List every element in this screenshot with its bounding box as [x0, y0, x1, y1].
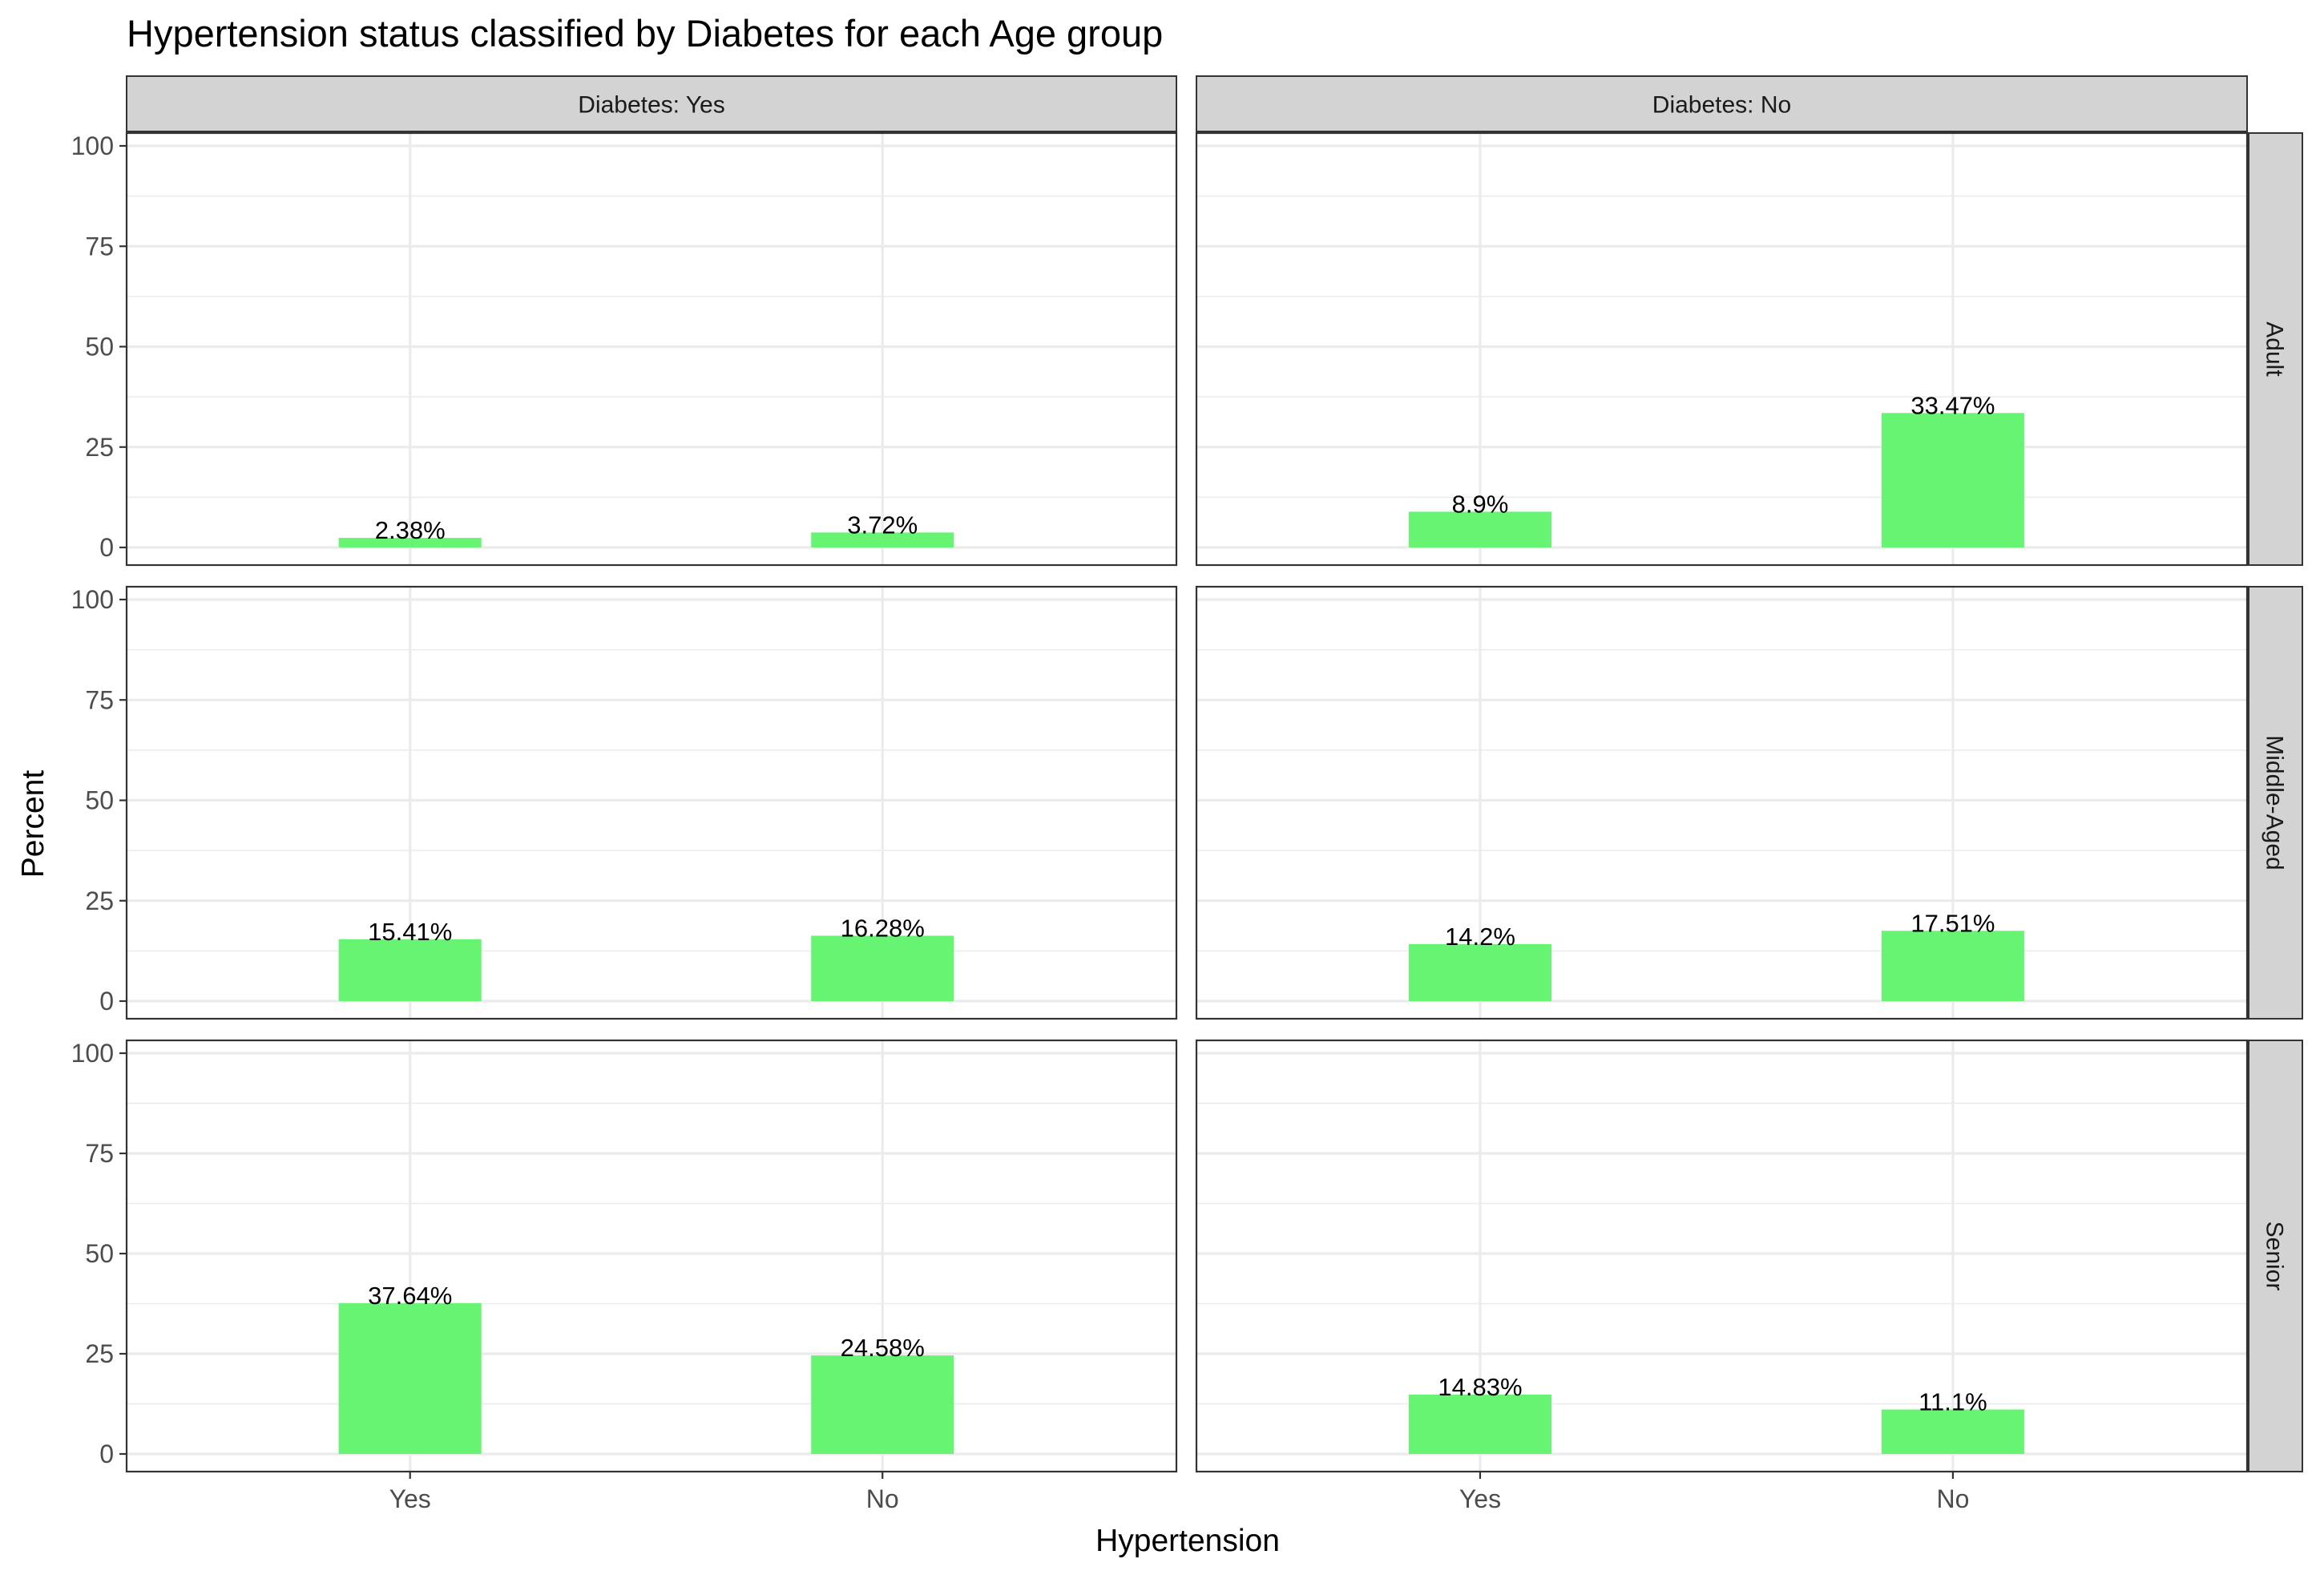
- y-tick-label: 100: [71, 131, 114, 160]
- y-tick-label: 50: [85, 1239, 114, 1268]
- facet-panel: 2.38% 3.72%: [125, 131, 1178, 567]
- facet-strip-background: [2248, 586, 2303, 1020]
- y-tick-label: 75: [85, 232, 114, 260]
- y-tick-label: 0: [99, 533, 114, 562]
- facet-strip-label: Senior: [2261, 1222, 2288, 1291]
- facet-strip-label: Diabetes: No: [1652, 92, 1791, 119]
- panel-border: [125, 1039, 1178, 1473]
- facet-panel: 15.41% 16.28%: [125, 585, 1178, 1020]
- panel-border: [1195, 585, 2249, 1020]
- data-label: 24.58%: [841, 1334, 925, 1362]
- y-tick-label: 75: [85, 685, 114, 714]
- facet-strip-background: [1196, 75, 2248, 132]
- facet-panel: 8.9% 33.47%: [1195, 131, 2249, 567]
- facet-panel: 14.2% 17.51%: [1195, 585, 2249, 1020]
- data-label: 16.28%: [841, 914, 925, 942]
- data-label: 11.1%: [1919, 1388, 1987, 1416]
- data-label: 17.51%: [1910, 909, 1995, 937]
- data-label: 2.38%: [375, 516, 446, 544]
- panel-border: [1195, 131, 2249, 567]
- y-tick-label: 0: [99, 987, 114, 1016]
- data-label: 14.2%: [1445, 923, 1515, 951]
- facet-strip-background: [126, 75, 1177, 132]
- facet-strip-row: Adult: [2248, 132, 2303, 566]
- y-tick-label: 50: [85, 786, 114, 815]
- facet-strip-row: Senior: [2248, 1040, 2303, 1472]
- data-label: 37.64%: [368, 1282, 452, 1310]
- data-label: 33.47%: [1910, 391, 1995, 419]
- panel-background: [1196, 587, 2247, 1019]
- y-tick-label: 25: [85, 1339, 114, 1368]
- panel-background: [127, 133, 1176, 565]
- y-tick-label: 25: [85, 886, 114, 915]
- chart-title: Hypertension status classified by Diabet…: [127, 12, 1163, 55]
- facet-strip-background: [2248, 1040, 2303, 1472]
- bar: [338, 538, 482, 547]
- y-tick-label: 50: [85, 333, 114, 361]
- facet-panel: 14.83% 11.1%: [1195, 1039, 2249, 1473]
- data-label: 15.41%: [368, 918, 452, 946]
- bar: [1881, 1409, 2024, 1454]
- bar: [1881, 413, 2024, 547]
- facet-strip-column: Diabetes: Yes: [126, 75, 1177, 132]
- panel-background: [1196, 1040, 2247, 1472]
- x-tick-label: No: [866, 1484, 899, 1513]
- x-tick-label: Yes: [389, 1484, 431, 1513]
- x-axis-title: Hypertension: [1095, 1524, 1280, 1558]
- facet-strip-column: Diabetes: No: [1196, 75, 2248, 132]
- panel-background: [127, 587, 1176, 1019]
- facet-strip-background: [2248, 132, 2303, 566]
- bar: [811, 532, 954, 547]
- x-tick-label: No: [1936, 1484, 1969, 1513]
- facet-strip-label: Diabetes: Yes: [578, 92, 724, 119]
- data-label: 8.9%: [1452, 490, 1509, 518]
- bar: [1408, 511, 1551, 547]
- bar: [811, 1355, 954, 1454]
- data-label: 3.72%: [847, 511, 918, 539]
- y-tick-label: 100: [71, 1039, 114, 1068]
- y-tick-label: 100: [71, 585, 114, 614]
- facet-strip-label: Adult: [2261, 321, 2288, 377]
- panel-border: [125, 131, 1178, 567]
- y-tick-label: 25: [85, 433, 114, 462]
- panel-border: [125, 585, 1178, 1020]
- x-tick-label: Yes: [1459, 1484, 1501, 1513]
- y-tick-label: 75: [85, 1139, 114, 1168]
- facet-strip-label: Middle-Aged: [2261, 735, 2288, 870]
- facet-strip-row: Middle-Aged: [2248, 586, 2303, 1020]
- data-label: 14.83%: [1438, 1373, 1522, 1401]
- bar: [338, 1302, 482, 1454]
- y-tick-label: 0: [99, 1440, 114, 1468]
- bar: [338, 939, 482, 1001]
- y-axis-title: Percent: [16, 770, 50, 878]
- bar: [1881, 931, 2024, 1001]
- panel-border: [1195, 1039, 2249, 1473]
- panel-background: [127, 1040, 1176, 1472]
- bar: [1408, 943, 1551, 1001]
- bar: [811, 935, 954, 1001]
- facet-panel: 37.64% 24.58%: [125, 1039, 1178, 1473]
- bar: [1408, 1394, 1551, 1454]
- facet-grid: Diabetes: Yes Diabetes: No Adult Middle-Age…: [71, 75, 2303, 1513]
- panel-background: [1196, 133, 2247, 565]
